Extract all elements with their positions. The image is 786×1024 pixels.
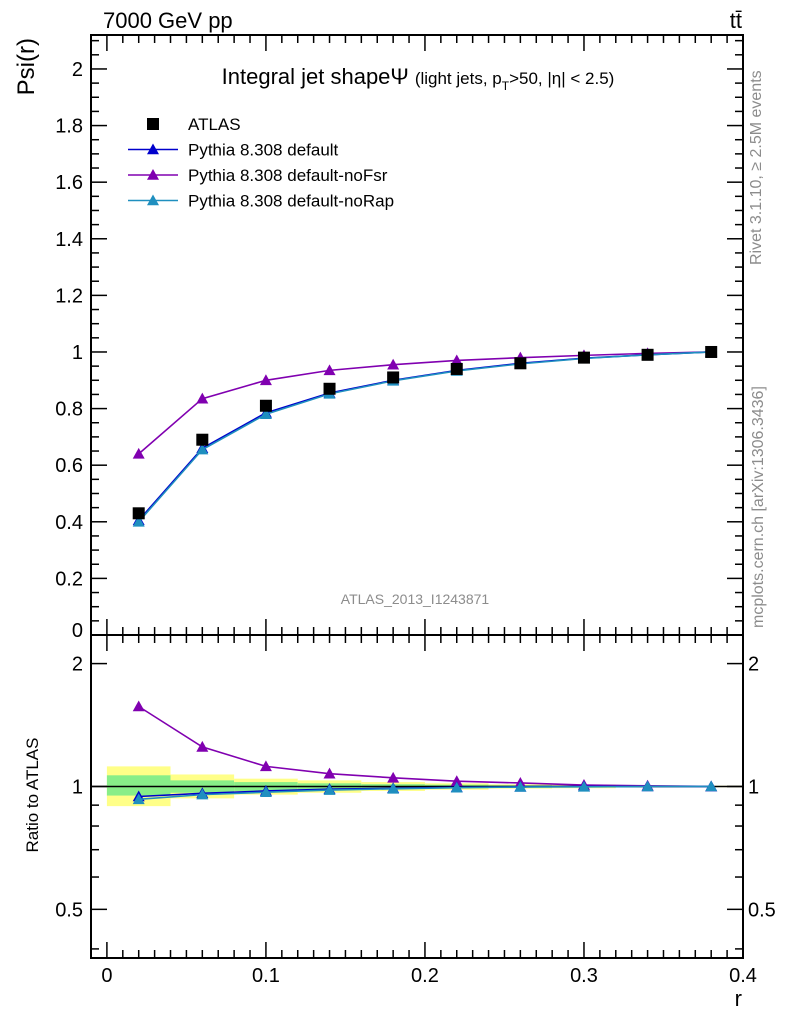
chart-title-symbol: Ψ: [390, 64, 408, 89]
ratio-y-ticks: 0.5 0.5 1 1 2 2: [55, 654, 776, 950]
legend: ATLAS Pythia 8.308 default Pythia 8.308 de…: [128, 115, 394, 211]
ratio-series-point: [705, 780, 718, 792]
ratio-series-layer: [132, 700, 718, 805]
atlas-data-point: [323, 382, 336, 395]
x-tick-label: 0.4: [729, 965, 757, 987]
ratio-series-line: [138, 785, 712, 801]
x-tick-label: 0.1: [252, 965, 280, 987]
ratio-series-point: [514, 781, 527, 792]
main-series-point: [132, 515, 145, 527]
main-y-tick-label: 0.2: [55, 568, 83, 590]
legend-label: Pythia 8.308 default: [188, 141, 339, 160]
chart-title: Integral jet shapeΨ (light jets, pT>50, |…: [222, 64, 615, 93]
ratio-series-point: [387, 782, 400, 794]
main-series-point: [196, 443, 209, 455]
main-y-tick-label: 0.4: [55, 512, 83, 534]
legend-marker: [147, 169, 159, 180]
atlas-data-point: [387, 371, 400, 384]
main-series-line: [138, 351, 712, 523]
analysis-watermark: ATLAS_2013_I1243871: [341, 591, 490, 607]
atlas-data-point: [641, 348, 654, 361]
x-axis-ticks: 0 0.1 0.2 0.3 0.4: [101, 35, 757, 987]
chart-subtitle-b: >50, |η| < 2.5): [509, 69, 614, 88]
main-y-tick-label-zero: 0: [72, 620, 83, 642]
main-series-line: [138, 351, 712, 521]
legend-marker: [147, 194, 159, 206]
main-y-axis-label: Psi(r): [13, 38, 40, 95]
ratio-series-point: [387, 771, 400, 783]
atlas-data-point: [196, 433, 209, 446]
atlas-data-point: [259, 399, 272, 412]
ratio-band-inner: [106, 775, 171, 796]
ratio-series-point: [196, 788, 209, 800]
main-y-tick-label: 1.2: [55, 285, 83, 307]
main-y-tick-label: 0.8: [55, 399, 83, 421]
ratio-y-tick-label-right: 0.5: [748, 899, 776, 921]
ratio-series-point: [196, 740, 209, 752]
main-series-point: [259, 408, 272, 420]
main-series-line: [138, 351, 712, 455]
ratio-y-tick-label: 2: [72, 654, 83, 676]
main-y-tick-label: 1.8: [55, 116, 83, 138]
ratio-series-point: [577, 780, 590, 792]
ratio-series-point: [450, 781, 463, 793]
legend-label: Pythia 8.308 default-noRap: [188, 192, 394, 211]
ratio-plot-frame: [90, 634, 744, 959]
main-y-ticks: 0.2 0.4 0.6 0.8 1 1.2 1.4 1.6 1.8 2 0: [55, 39, 743, 642]
main-y-tick-label: 1.6: [55, 172, 83, 194]
ratio-series-point: [323, 767, 336, 779]
x-tick-label: 0: [101, 965, 112, 987]
ratio-y-axis-label: Ratio to ATLAS: [23, 738, 42, 853]
ratio-y-tick-label-right: 2: [748, 654, 759, 676]
atlas-data-point: [132, 507, 145, 520]
atlas-data-point: [450, 362, 463, 375]
atlas-data-point: [577, 351, 590, 364]
atlas-data-point: [705, 345, 718, 358]
ratio-series-point: [323, 784, 336, 795]
ratio-y-tick-label: 1: [72, 776, 83, 798]
ratio-series-point: [259, 760, 272, 772]
ratio-series-point: [641, 780, 654, 792]
mcplots-source-label: mcplots.cern.ch [arXiv:1306.3436]: [750, 386, 767, 628]
main-series-point: [196, 392, 209, 404]
main-series-point: [323, 364, 336, 376]
x-axis-label: r: [735, 986, 742, 1011]
x-tick-label: 0.2: [411, 965, 439, 987]
rivet-version-label: Rivet 3.1.10, ≥ 2.5M events: [748, 70, 765, 265]
chart-subtitle-sub: T: [502, 79, 510, 93]
main-series-point: [450, 354, 463, 366]
main-y-tick-label: 1.4: [55, 229, 83, 251]
main-series-point: [259, 374, 272, 386]
ratio-y-tick-label-right: 1: [748, 776, 759, 798]
chart-subtitle-a: (light jets, p: [415, 69, 502, 88]
main-y-tick-label: 2: [72, 59, 83, 81]
chart-title-text: Integral jet shape: [222, 64, 391, 89]
energy-label: 7000 GeV pp: [103, 8, 233, 33]
main-y-tick-label: 0.6: [55, 455, 83, 477]
legend-marker-atlas: [147, 118, 159, 130]
ratio-series-point: [450, 775, 463, 787]
process-label: tt̄: [730, 8, 742, 33]
legend-label: ATLAS: [188, 115, 241, 134]
ratio-series-point: [132, 793, 145, 805]
main-series-layer: [132, 345, 718, 527]
ratio-series-line: [138, 705, 712, 788]
ratio-series-point: [132, 700, 145, 712]
main-y-tick-label: 1: [72, 342, 83, 364]
main-series-point: [132, 447, 145, 459]
x-tick-label: 0.3: [570, 965, 598, 987]
ratio-y-tick-label: 0.5: [55, 899, 83, 921]
main-series-point: [387, 358, 400, 370]
atlas-data-point: [514, 357, 527, 370]
legend-marker: [147, 143, 159, 155]
legend-label: Pythia 8.308 default-noFsr: [188, 166, 388, 185]
ratio-series-point: [259, 786, 272, 798]
